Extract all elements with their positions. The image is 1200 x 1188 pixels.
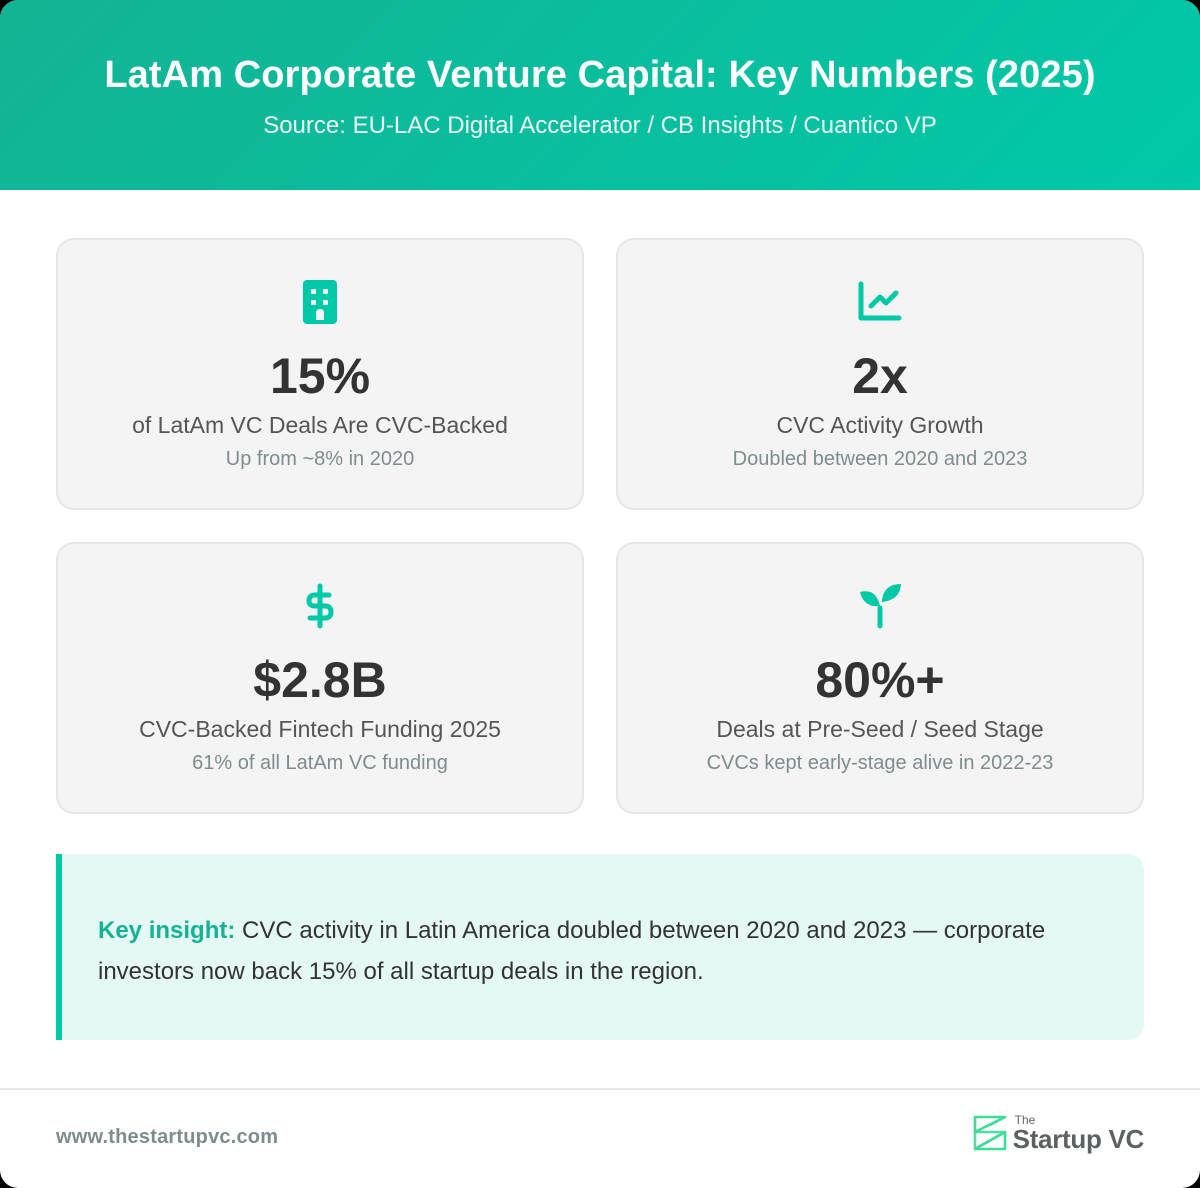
- key-insight-label: Key insight:: [98, 917, 236, 944]
- key-insight-callout: Key insight: CVC activity in Latin Ameri…: [56, 854, 1144, 1040]
- footer-divider: [0, 1088, 1200, 1090]
- sprout-icon: [856, 582, 904, 630]
- stats-grid: 15% of LatAm VC Deals Are CVC-Backed Up …: [56, 238, 1144, 814]
- stat-value: $2.8B: [253, 652, 387, 708]
- source-line: Source: EU-LAC Digital Accelerator / CB …: [263, 112, 937, 139]
- stat-card-activity-growth: 2x CVC Activity Growth Doubled between 2…: [616, 238, 1144, 510]
- key-insight-text: CVC activity in Latin America doubled be…: [98, 917, 1046, 985]
- stat-subtext: CVCs kept early-stage alive in 2022-23: [706, 752, 1054, 774]
- stat-subtext: 61% of all LatAm VC funding: [192, 752, 448, 774]
- line-chart-icon: [856, 278, 904, 326]
- logo-mark-icon: [973, 1115, 1006, 1151]
- stat-subtext: Doubled between 2020 and 2023: [732, 448, 1028, 470]
- brand-logo: The Startup VC: [973, 1114, 1144, 1152]
- dollar-icon: [296, 582, 344, 630]
- page-title: LatAm Corporate Venture Capital: Key Num…: [104, 54, 1096, 96]
- website-link[interactable]: www.thestartupvc.com: [56, 1126, 279, 1148]
- stat-card-early-stage: 80%+ Deals at Pre-Seed / Seed Stage CVCs…: [616, 542, 1144, 814]
- stat-label: CVC-Backed Fintech Funding 2025: [139, 716, 501, 742]
- stat-value: 15%: [269, 348, 371, 404]
- stat-card-fintech-funding: $2.8B CVC-Backed Fintech Funding 2025 61…: [56, 542, 584, 814]
- brand-the: The: [1014, 1113, 1036, 1127]
- building-icon: [296, 278, 344, 326]
- brand-name: Startup VC: [1012, 1124, 1145, 1154]
- stat-card-cvc-share: 15% of LatAm VC Deals Are CVC-Backed Up …: [56, 238, 584, 510]
- stat-value: 2x: [852, 348, 908, 404]
- stat-label: CVC Activity Growth: [776, 412, 984, 438]
- stat-subtext: Up from ~8% in 2020: [225, 448, 415, 470]
- header-banner: LatAm Corporate Venture Capital: Key Num…: [0, 0, 1200, 190]
- stat-value: 80%+: [815, 652, 945, 708]
- stat-label: Deals at Pre-Seed / Seed Stage: [716, 716, 1044, 742]
- stat-label: of LatAm VC Deals Are CVC-Backed: [132, 412, 508, 438]
